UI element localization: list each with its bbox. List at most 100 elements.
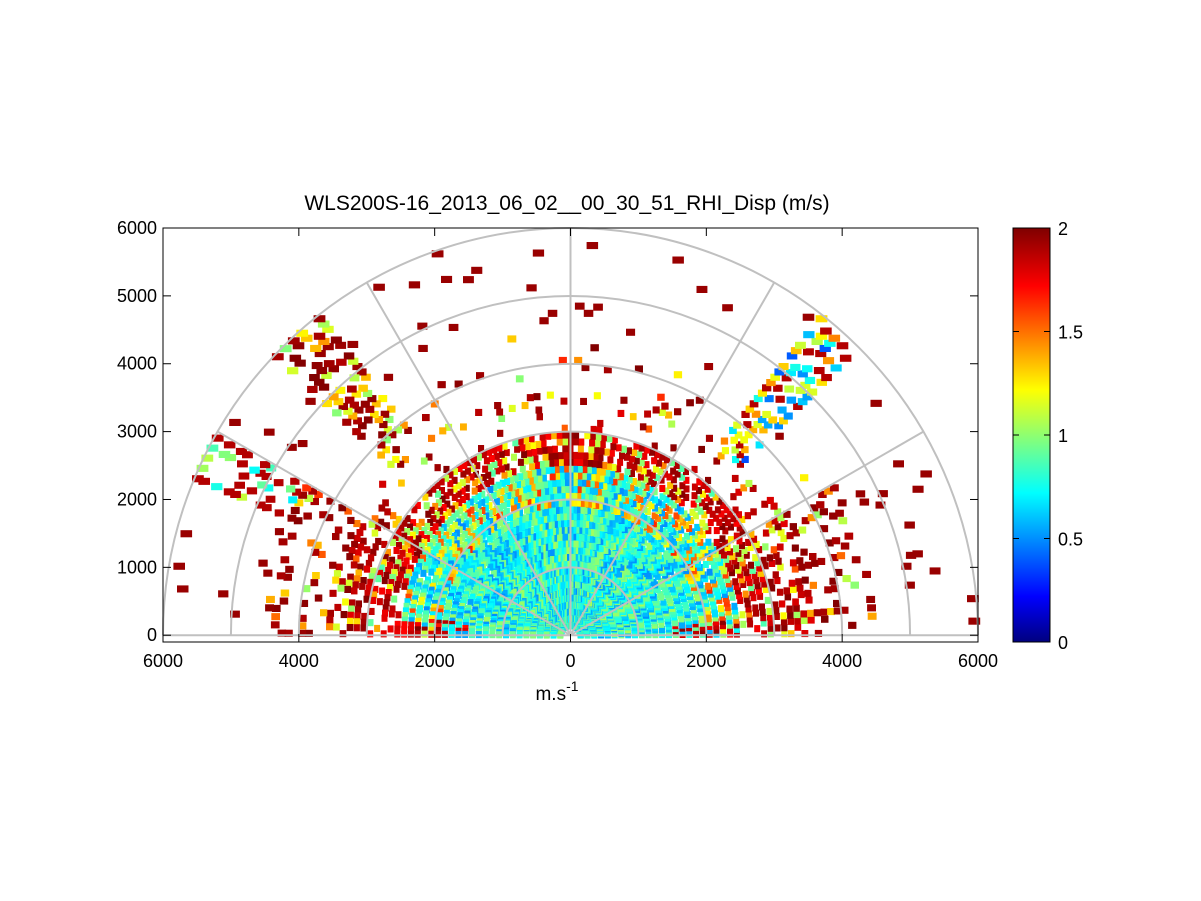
- data-cell: [437, 527, 444, 535]
- data-cell: [716, 518, 723, 526]
- data-cell: [173, 562, 185, 570]
- data-cell: [312, 572, 320, 580]
- data-cell: [803, 348, 814, 356]
- data-cell: [736, 524, 743, 532]
- data-cell: [485, 471, 492, 479]
- data-cell: [278, 538, 288, 546]
- data-cell: [519, 523, 526, 531]
- data-cell: [625, 490, 632, 498]
- data-cell: [432, 575, 439, 583]
- data-cell: [332, 623, 340, 631]
- data-cell: [493, 513, 500, 521]
- data-cell: [479, 498, 486, 506]
- data-cell: [351, 540, 358, 548]
- data-cell: [787, 617, 795, 625]
- data-cell: [433, 592, 440, 600]
- data-cell: [702, 523, 709, 531]
- data-cell: [476, 476, 483, 484]
- data-cell: [741, 455, 749, 463]
- data-cell: [532, 249, 545, 257]
- data-cell: [696, 285, 708, 293]
- data-cell: [302, 585, 311, 593]
- data-cell: [347, 617, 354, 625]
- data-cell: [397, 460, 405, 468]
- data-cell: [599, 440, 606, 448]
- data-cell: [438, 478, 445, 486]
- data-cell: [640, 521, 647, 529]
- data-cell: [684, 513, 691, 521]
- data-cell: [795, 386, 806, 394]
- data-cell: [788, 579, 796, 587]
- data-cell: [797, 591, 805, 599]
- data-cell: [286, 443, 297, 451]
- data-cell: [359, 582, 366, 590]
- data-cell: [487, 485, 494, 493]
- data-cell: [332, 533, 340, 541]
- data-cell: [389, 538, 396, 546]
- data-cell: [624, 520, 631, 528]
- data-cell: [333, 570, 341, 578]
- data-cell: [407, 564, 414, 572]
- data-cell: [655, 506, 662, 514]
- data-cell: [596, 426, 603, 434]
- data-cell: [348, 547, 356, 555]
- data-cell: [367, 395, 377, 403]
- data-cell: [384, 594, 391, 602]
- data-cell: [383, 522, 390, 530]
- data-cell: [602, 476, 609, 484]
- data-cell: [271, 604, 281, 612]
- data-cell: [430, 515, 437, 523]
- data-cell: [466, 459, 473, 467]
- data-cell: [303, 512, 312, 520]
- data-cell: [404, 528, 411, 536]
- data-cell: [695, 495, 702, 503]
- data-cell: [709, 510, 716, 518]
- data-cell: [326, 616, 334, 624]
- data-cell: [578, 506, 584, 514]
- data-cell: [379, 480, 387, 488]
- data-cell: [786, 532, 794, 540]
- data-cell: [814, 629, 823, 637]
- data-cell: [414, 551, 420, 559]
- data-cell: [828, 334, 841, 342]
- data-cell: [590, 515, 597, 523]
- data-cell: [396, 542, 402, 550]
- data-cell: [486, 502, 493, 510]
- data-cell: [488, 454, 495, 462]
- data-cell: [370, 596, 377, 604]
- data-cell: [273, 479, 284, 487]
- data-cell: [703, 603, 710, 611]
- data-cell: [736, 592, 743, 600]
- data-cell: [223, 488, 235, 496]
- data-cell: [479, 490, 486, 498]
- data-cell: [533, 524, 540, 532]
- data-cell: [426, 557, 433, 565]
- data-cell: [760, 614, 767, 622]
- data-cell: [395, 611, 402, 619]
- data-cell: [661, 519, 668, 527]
- data-cell: [353, 417, 362, 425]
- data-cell: [793, 402, 803, 410]
- data-cell: [562, 458, 569, 466]
- data-cell: [707, 498, 714, 506]
- data-cell: [302, 484, 312, 492]
- data-cell: [767, 624, 774, 632]
- data-cell: [660, 462, 667, 470]
- data-cell: [612, 514, 619, 522]
- data-cell: [353, 575, 361, 583]
- data-cell: [830, 585, 839, 593]
- data-cell: [382, 609, 388, 617]
- data-cell: [730, 493, 737, 501]
- data-cell: [328, 393, 339, 401]
- data-cell: [451, 493, 458, 501]
- data-cell: [417, 322, 428, 330]
- data-cell: [859, 498, 870, 506]
- data-cell: [694, 504, 701, 512]
- data-cell: [422, 414, 430, 422]
- data-cell: [805, 596, 813, 604]
- data-cell: [480, 474, 487, 482]
- data-cell: [697, 605, 704, 613]
- data-cell: [795, 578, 803, 586]
- data-cell: [743, 551, 750, 559]
- data-cell: [610, 464, 617, 472]
